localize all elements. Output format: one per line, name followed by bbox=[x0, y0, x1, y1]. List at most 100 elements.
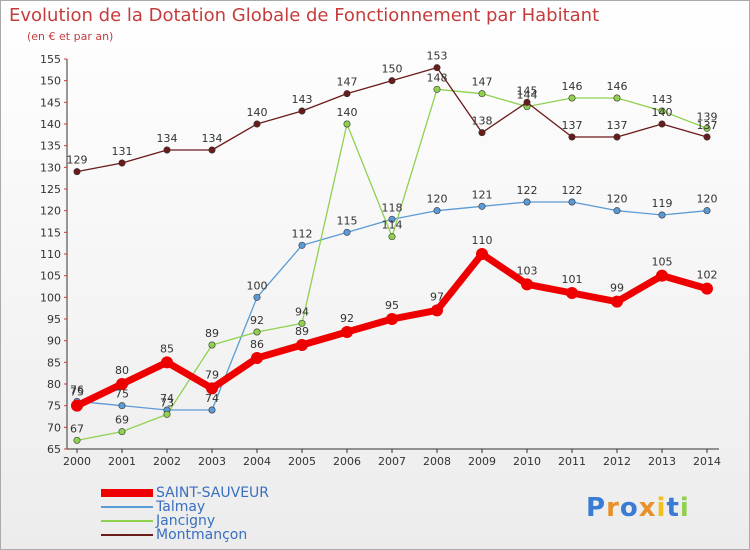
data-point bbox=[478, 202, 486, 210]
data-label: 120 bbox=[607, 193, 628, 206]
data-point bbox=[343, 228, 351, 236]
y-tick-label: 155 bbox=[40, 53, 61, 66]
data-label: 95 bbox=[385, 299, 399, 312]
x-tick-label: 2007 bbox=[378, 455, 406, 468]
data-label: 74 bbox=[205, 392, 219, 405]
data-label: 94 bbox=[295, 305, 309, 318]
data-point bbox=[253, 293, 261, 301]
data-point bbox=[478, 90, 486, 98]
data-point bbox=[208, 341, 216, 349]
x-tick-label: 2005 bbox=[288, 455, 316, 468]
data-label: 97 bbox=[430, 290, 444, 303]
data-point bbox=[433, 85, 441, 93]
x-tick-label: 2012 bbox=[603, 455, 631, 468]
data-point bbox=[296, 339, 308, 351]
data-point bbox=[298, 319, 306, 327]
data-label: 112 bbox=[292, 227, 313, 240]
data-point bbox=[566, 287, 578, 299]
data-point bbox=[163, 410, 171, 418]
data-label: 86 bbox=[250, 338, 264, 351]
data-point bbox=[118, 428, 126, 436]
y-tick-label: 70 bbox=[47, 421, 61, 434]
data-point bbox=[523, 98, 531, 106]
x-tick-label: 2010 bbox=[513, 455, 541, 468]
y-tick-label: 135 bbox=[40, 140, 61, 153]
data-point bbox=[71, 399, 83, 412]
data-label: 153 bbox=[427, 50, 448, 63]
data-point bbox=[253, 120, 261, 128]
data-label: 120 bbox=[697, 193, 718, 206]
data-point bbox=[431, 304, 443, 317]
data-point bbox=[388, 215, 396, 223]
x-tick-label: 2001 bbox=[108, 455, 136, 468]
data-label: 129 bbox=[67, 154, 88, 167]
data-label: 122 bbox=[562, 184, 583, 197]
data-label: 89 bbox=[295, 325, 309, 338]
data-label: 119 bbox=[652, 197, 673, 210]
data-point bbox=[703, 207, 711, 215]
data-label: 115 bbox=[337, 214, 358, 227]
x-tick-label: 2002 bbox=[153, 455, 181, 468]
data-label: 103 bbox=[517, 264, 538, 277]
logo-letter: x bbox=[638, 493, 657, 523]
data-label: 134 bbox=[202, 132, 223, 145]
y-tick-label: 130 bbox=[40, 161, 61, 174]
x-tick-label: 2009 bbox=[468, 455, 496, 468]
logo-letter: r bbox=[606, 493, 620, 523]
x-tick-label: 2014 bbox=[693, 455, 721, 468]
data-point bbox=[343, 120, 351, 128]
data-point bbox=[163, 146, 171, 154]
data-point bbox=[298, 107, 306, 115]
y-tick-label: 75 bbox=[47, 400, 61, 413]
data-label: 121 bbox=[472, 188, 493, 201]
data-point bbox=[73, 436, 81, 444]
data-point bbox=[116, 378, 128, 390]
series-line-0 bbox=[73, 250, 711, 410]
y-tick-label: 90 bbox=[47, 335, 61, 348]
data-label: 120 bbox=[427, 193, 448, 206]
data-point bbox=[206, 382, 218, 395]
data-label: 110 bbox=[472, 234, 493, 247]
x-tick-label: 2008 bbox=[423, 455, 451, 468]
data-point bbox=[208, 146, 216, 154]
data-label: 146 bbox=[607, 80, 628, 93]
data-label: 100 bbox=[247, 279, 268, 292]
data-point bbox=[658, 211, 666, 219]
data-point bbox=[433, 207, 441, 215]
data-label: 73 bbox=[160, 396, 174, 409]
logo-letter: P bbox=[586, 493, 607, 523]
data-point bbox=[568, 94, 576, 102]
data-point bbox=[118, 402, 126, 410]
data-point bbox=[73, 168, 81, 176]
data-point bbox=[478, 129, 486, 137]
chart-title: Evolution de la Dotation Globale de Fonc… bbox=[9, 5, 600, 26]
data-label: 146 bbox=[562, 80, 583, 93]
data-point bbox=[611, 295, 623, 308]
y-tick-label: 85 bbox=[47, 356, 61, 369]
data-point bbox=[433, 64, 441, 72]
data-label: 67 bbox=[70, 422, 84, 435]
data-point bbox=[298, 241, 306, 249]
data-label: 76 bbox=[70, 383, 84, 396]
x-tick-label: 2013 bbox=[648, 455, 676, 468]
data-label: 143 bbox=[292, 93, 313, 106]
data-label: 137 bbox=[562, 119, 583, 132]
legend-label: Talmay bbox=[156, 499, 206, 515]
data-label: 79 bbox=[205, 368, 219, 381]
x-tick-label: 2000 bbox=[63, 455, 91, 468]
data-point bbox=[523, 198, 531, 206]
data-label: 147 bbox=[337, 76, 358, 89]
data-label: 74 bbox=[160, 392, 174, 405]
data-point bbox=[386, 313, 398, 325]
y-tick-label: 100 bbox=[40, 291, 61, 304]
y-tick-label: 145 bbox=[40, 96, 61, 109]
data-label: 137 bbox=[607, 119, 628, 132]
y-tick-label: 80 bbox=[47, 378, 61, 391]
chart-subtitle: (en € et par an) bbox=[27, 30, 114, 43]
data-label: 99 bbox=[610, 282, 624, 295]
data-point bbox=[703, 124, 711, 132]
data-point bbox=[568, 198, 576, 206]
data-label: 85 bbox=[160, 342, 174, 355]
